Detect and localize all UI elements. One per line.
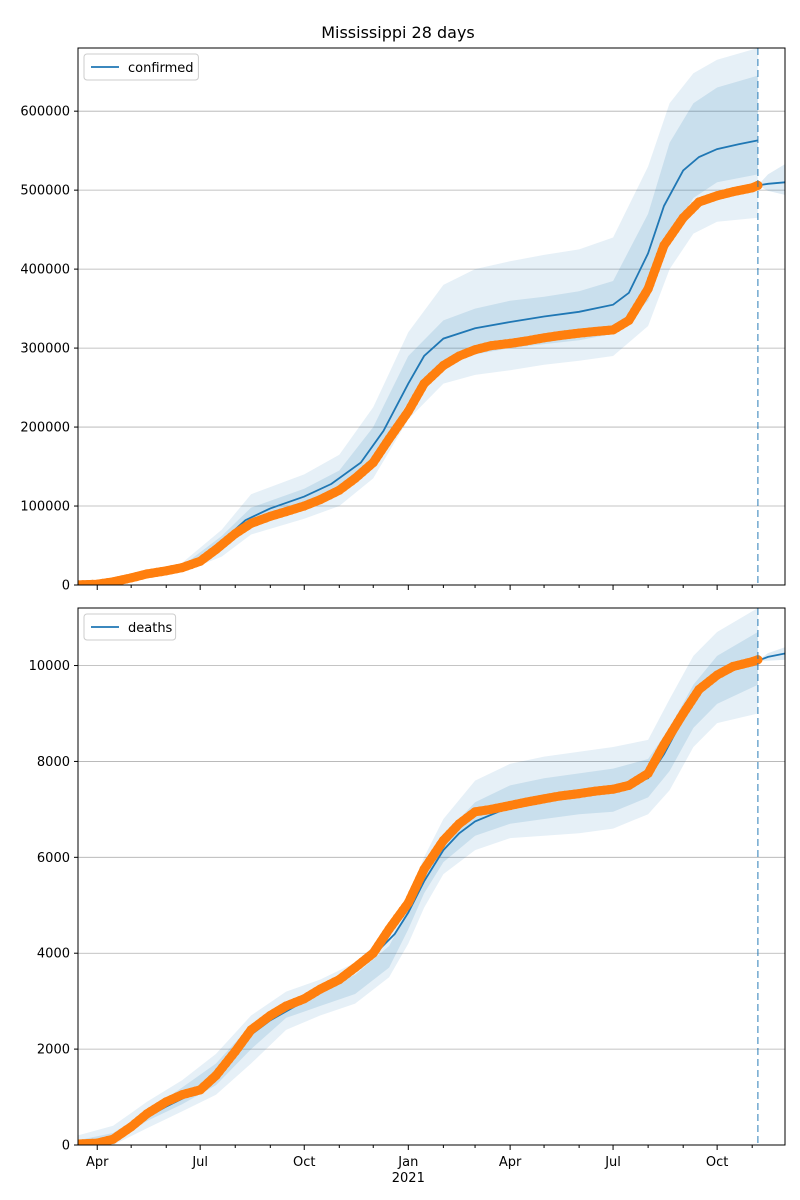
x-tick-label: Oct <box>706 1155 728 1170</box>
x-tick-label: Jan <box>397 1155 418 1170</box>
outer-uncertainty-band <box>78 48 758 585</box>
y-tick-label: 300000 <box>20 342 70 357</box>
x-year-label: 2021 <box>392 1171 425 1186</box>
y-tick-label: 8000 <box>37 755 70 770</box>
observed-point <box>753 655 763 665</box>
legend: deaths <box>83 613 177 641</box>
deaths-panel: 0 2000 4000 6000 8000 10000 Apr Jul Oct Jan Apr Jul… <box>29 607 786 1186</box>
y-tick-label: 200000 <box>20 421 70 436</box>
x-tick-label: Apr <box>86 1155 109 1170</box>
x-tick-label: Jul <box>604 1155 621 1170</box>
y-tick-label: 0 <box>62 579 70 594</box>
y-tick-label: 400000 <box>20 263 70 278</box>
y-tick-label: 2000 <box>37 1043 70 1058</box>
y-tick-label: 100000 <box>20 500 70 515</box>
y-tick-label: 6000 <box>37 851 70 866</box>
forecast-band <box>757 164 785 195</box>
y-tick-label: 10000 <box>29 659 70 674</box>
legend-label: deaths <box>128 621 173 636</box>
confirmed-panel: 0 100000 200000 300000 400000 500000 600000 con… <box>20 47 786 594</box>
x-tick-label: Apr <box>499 1155 522 1170</box>
legend: confirmed <box>83 53 199 81</box>
axes-frame <box>77 607 786 1146</box>
y-tick-label: 4000 <box>37 947 70 962</box>
chart-title: Mississippi 28 days <box>321 23 475 42</box>
legend-box <box>83 613 177 641</box>
inner-uncertainty-band <box>78 75 758 585</box>
x-tick-label: Oct <box>293 1155 315 1170</box>
x-tick-label: Jul <box>191 1155 208 1170</box>
plot-area <box>78 608 785 1145</box>
y-tick-label: 600000 <box>20 105 70 120</box>
legend-label: confirmed <box>128 61 194 76</box>
legend-box <box>83 53 199 81</box>
y-tick-label: 500000 <box>20 184 70 199</box>
y-tick-label: 0 <box>62 1139 70 1154</box>
plot-area <box>78 48 785 585</box>
axes-frame <box>77 47 786 586</box>
